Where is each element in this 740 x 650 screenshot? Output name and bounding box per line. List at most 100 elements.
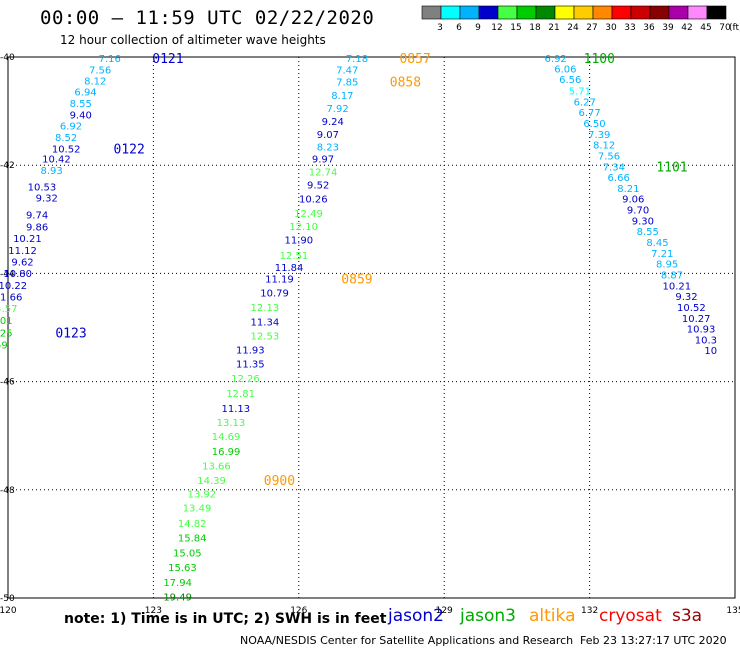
y-tick-label: -44 bbox=[0, 269, 15, 279]
swh-value-jason2: 11.12 bbox=[8, 246, 37, 257]
swh-value-altika: 7.92 bbox=[326, 104, 348, 115]
swh-value-jason3: 6.77 bbox=[578, 108, 600, 119]
swh-value-jason2: 10.21 bbox=[13, 234, 42, 245]
swh-value-altika: 12.81 bbox=[226, 389, 255, 400]
legend-s3a: s3a bbox=[672, 606, 703, 626]
swh-value-jason3: 6.92 bbox=[545, 54, 567, 65]
swh-value-jason3: 6.06 bbox=[554, 64, 576, 75]
swh-value-altika: 7.47 bbox=[336, 65, 358, 76]
swh-value-jason3: 8.87 bbox=[661, 270, 683, 281]
swh-value-altika: 11.90 bbox=[284, 235, 313, 246]
y-tick-label: -50 bbox=[0, 594, 15, 604]
swh-value-jason2: 9.74 bbox=[26, 210, 48, 221]
swh-value-jason2: 7.16 bbox=[99, 54, 121, 65]
y-tick-label: -40 bbox=[0, 53, 15, 63]
legend-jason3: jason3 bbox=[460, 606, 516, 626]
swh-value-altika: 17.94 bbox=[163, 578, 192, 589]
swh-value-altika: 12.13 bbox=[251, 303, 280, 314]
swh-value-jason3: 6.27 bbox=[574, 97, 596, 108]
colorbar-tick: 70 bbox=[719, 23, 731, 33]
swh-value-altika: 11.34 bbox=[251, 318, 280, 329]
swh-value-jason3: 5.71 bbox=[569, 87, 591, 98]
swh-value-jason2: 10.80 bbox=[3, 269, 32, 280]
swh-value-altika: 11.93 bbox=[236, 346, 265, 357]
time-label-altika: 0859 bbox=[341, 272, 372, 287]
colorbar-tick: 3 bbox=[437, 23, 443, 33]
time-label-altika: 0857 bbox=[399, 52, 430, 67]
swh-value-jason3: 7.21 bbox=[651, 249, 673, 260]
swh-value-altika: 12.26 bbox=[231, 374, 260, 385]
x-tick-label: 129 bbox=[436, 606, 453, 616]
swh-value-jason2: 16.59 bbox=[0, 340, 8, 351]
swh-value-jason3: 7.56 bbox=[598, 151, 620, 162]
colorbar-tick: 36 bbox=[643, 23, 655, 33]
swh-value-jason3: 10.21 bbox=[663, 281, 692, 292]
time-label-jason2: 0123 bbox=[55, 326, 86, 341]
swh-value-altika: 10.79 bbox=[260, 288, 289, 299]
time-label-jason2: 0121 bbox=[152, 52, 183, 67]
swh-value-jason3: 10.93 bbox=[687, 325, 716, 336]
swh-value-jason3: 10.3 bbox=[695, 335, 717, 346]
swh-value-altika: 14.69 bbox=[212, 432, 241, 443]
swh-value-altika: 13.13 bbox=[217, 418, 246, 429]
swh-value-jason2: 11.66 bbox=[0, 293, 22, 304]
colorbar-tick: 39 bbox=[662, 23, 674, 33]
swh-value-altika: 10.26 bbox=[299, 195, 328, 206]
swh-value-altika: 14.39 bbox=[197, 476, 226, 487]
colorbar-tick: 12 bbox=[491, 23, 502, 33]
swh-value-jason2: 8.12 bbox=[84, 76, 106, 87]
swh-value-jason3: 9.30 bbox=[632, 216, 654, 227]
swh-value-jason2: 8.93 bbox=[40, 166, 62, 177]
swh-value-jason3: 9.70 bbox=[627, 206, 649, 217]
swh-value-altika: 12.53 bbox=[251, 332, 280, 343]
colorbar-tick: 21 bbox=[548, 23, 559, 33]
swh-value-jason2: 10.22 bbox=[0, 281, 27, 292]
swh-value-altika: 12.74 bbox=[309, 168, 338, 179]
y-tick-label: -48 bbox=[0, 486, 15, 496]
swh-value-altika: 12.49 bbox=[294, 209, 323, 220]
swh-value-altika: 9.52 bbox=[307, 181, 329, 192]
x-tick-label: 120 bbox=[0, 606, 17, 616]
swh-value-jason3: 6.56 bbox=[559, 75, 581, 86]
generated-timestamp: Feb 23 13:27:17 UTC 2020 bbox=[580, 634, 727, 647]
swh-value-jason2: 14.57 bbox=[0, 304, 17, 315]
swh-value-jason3: 8.45 bbox=[646, 238, 668, 249]
swh-value-altika: 9.97 bbox=[312, 155, 334, 166]
swh-value-jason3: 6.66 bbox=[608, 173, 630, 184]
legend-jason2: jason2 bbox=[388, 606, 444, 626]
swh-value-altika: 8.23 bbox=[317, 142, 339, 153]
time-label-jason2: 0122 bbox=[114, 142, 145, 157]
swh-value-altika: 16.99 bbox=[212, 447, 241, 458]
colorbar-tick: 9 bbox=[475, 23, 481, 33]
swh-value-jason3: 6.50 bbox=[583, 119, 605, 130]
swh-value-altika: 15.63 bbox=[168, 563, 197, 574]
time-label-jason3: 1101 bbox=[656, 160, 687, 175]
footnote: note: 1) Time is in UTC; 2) SWH is in fe… bbox=[64, 611, 387, 627]
swh-value-jason2: 9.32 bbox=[36, 194, 58, 205]
swh-value-jason2: 10.52 bbox=[52, 144, 81, 155]
swh-value-jason3: 7.39 bbox=[588, 130, 610, 141]
time-label-altika: 0900 bbox=[264, 474, 295, 489]
colorbar-unit: (ft) bbox=[729, 23, 740, 33]
x-tick-label: 135 bbox=[726, 606, 740, 616]
swh-value-altika: 20.62 bbox=[158, 608, 187, 619]
swh-value-altika: 11.35 bbox=[236, 360, 265, 371]
swh-value-jason3: 9.32 bbox=[675, 292, 697, 303]
x-tick-label: 123 bbox=[145, 606, 162, 616]
page-title: 00:00 – 11:59 UTC 02/22/2020 bbox=[40, 7, 375, 29]
swh-value-altika: 11.13 bbox=[221, 404, 250, 415]
colorbar-tick: 33 bbox=[624, 23, 635, 33]
swh-value-altika: 9.07 bbox=[317, 130, 339, 141]
swh-value-jason3: 7.34 bbox=[603, 162, 625, 173]
swh-value-jason2: 9.40 bbox=[70, 110, 92, 121]
legend-cryosat: cryosat bbox=[599, 606, 662, 626]
swh-value-jason3: 8.55 bbox=[637, 227, 659, 238]
time-label-altika: 0858 bbox=[390, 75, 421, 90]
colorbar-swatch bbox=[706, 5, 727, 20]
swh-value-jason2: 6.92 bbox=[60, 122, 82, 133]
swh-value-jason3: 8.12 bbox=[593, 141, 615, 152]
swh-value-jason3: 8.21 bbox=[617, 184, 639, 195]
swh-value-altika: 13.92 bbox=[188, 490, 217, 501]
